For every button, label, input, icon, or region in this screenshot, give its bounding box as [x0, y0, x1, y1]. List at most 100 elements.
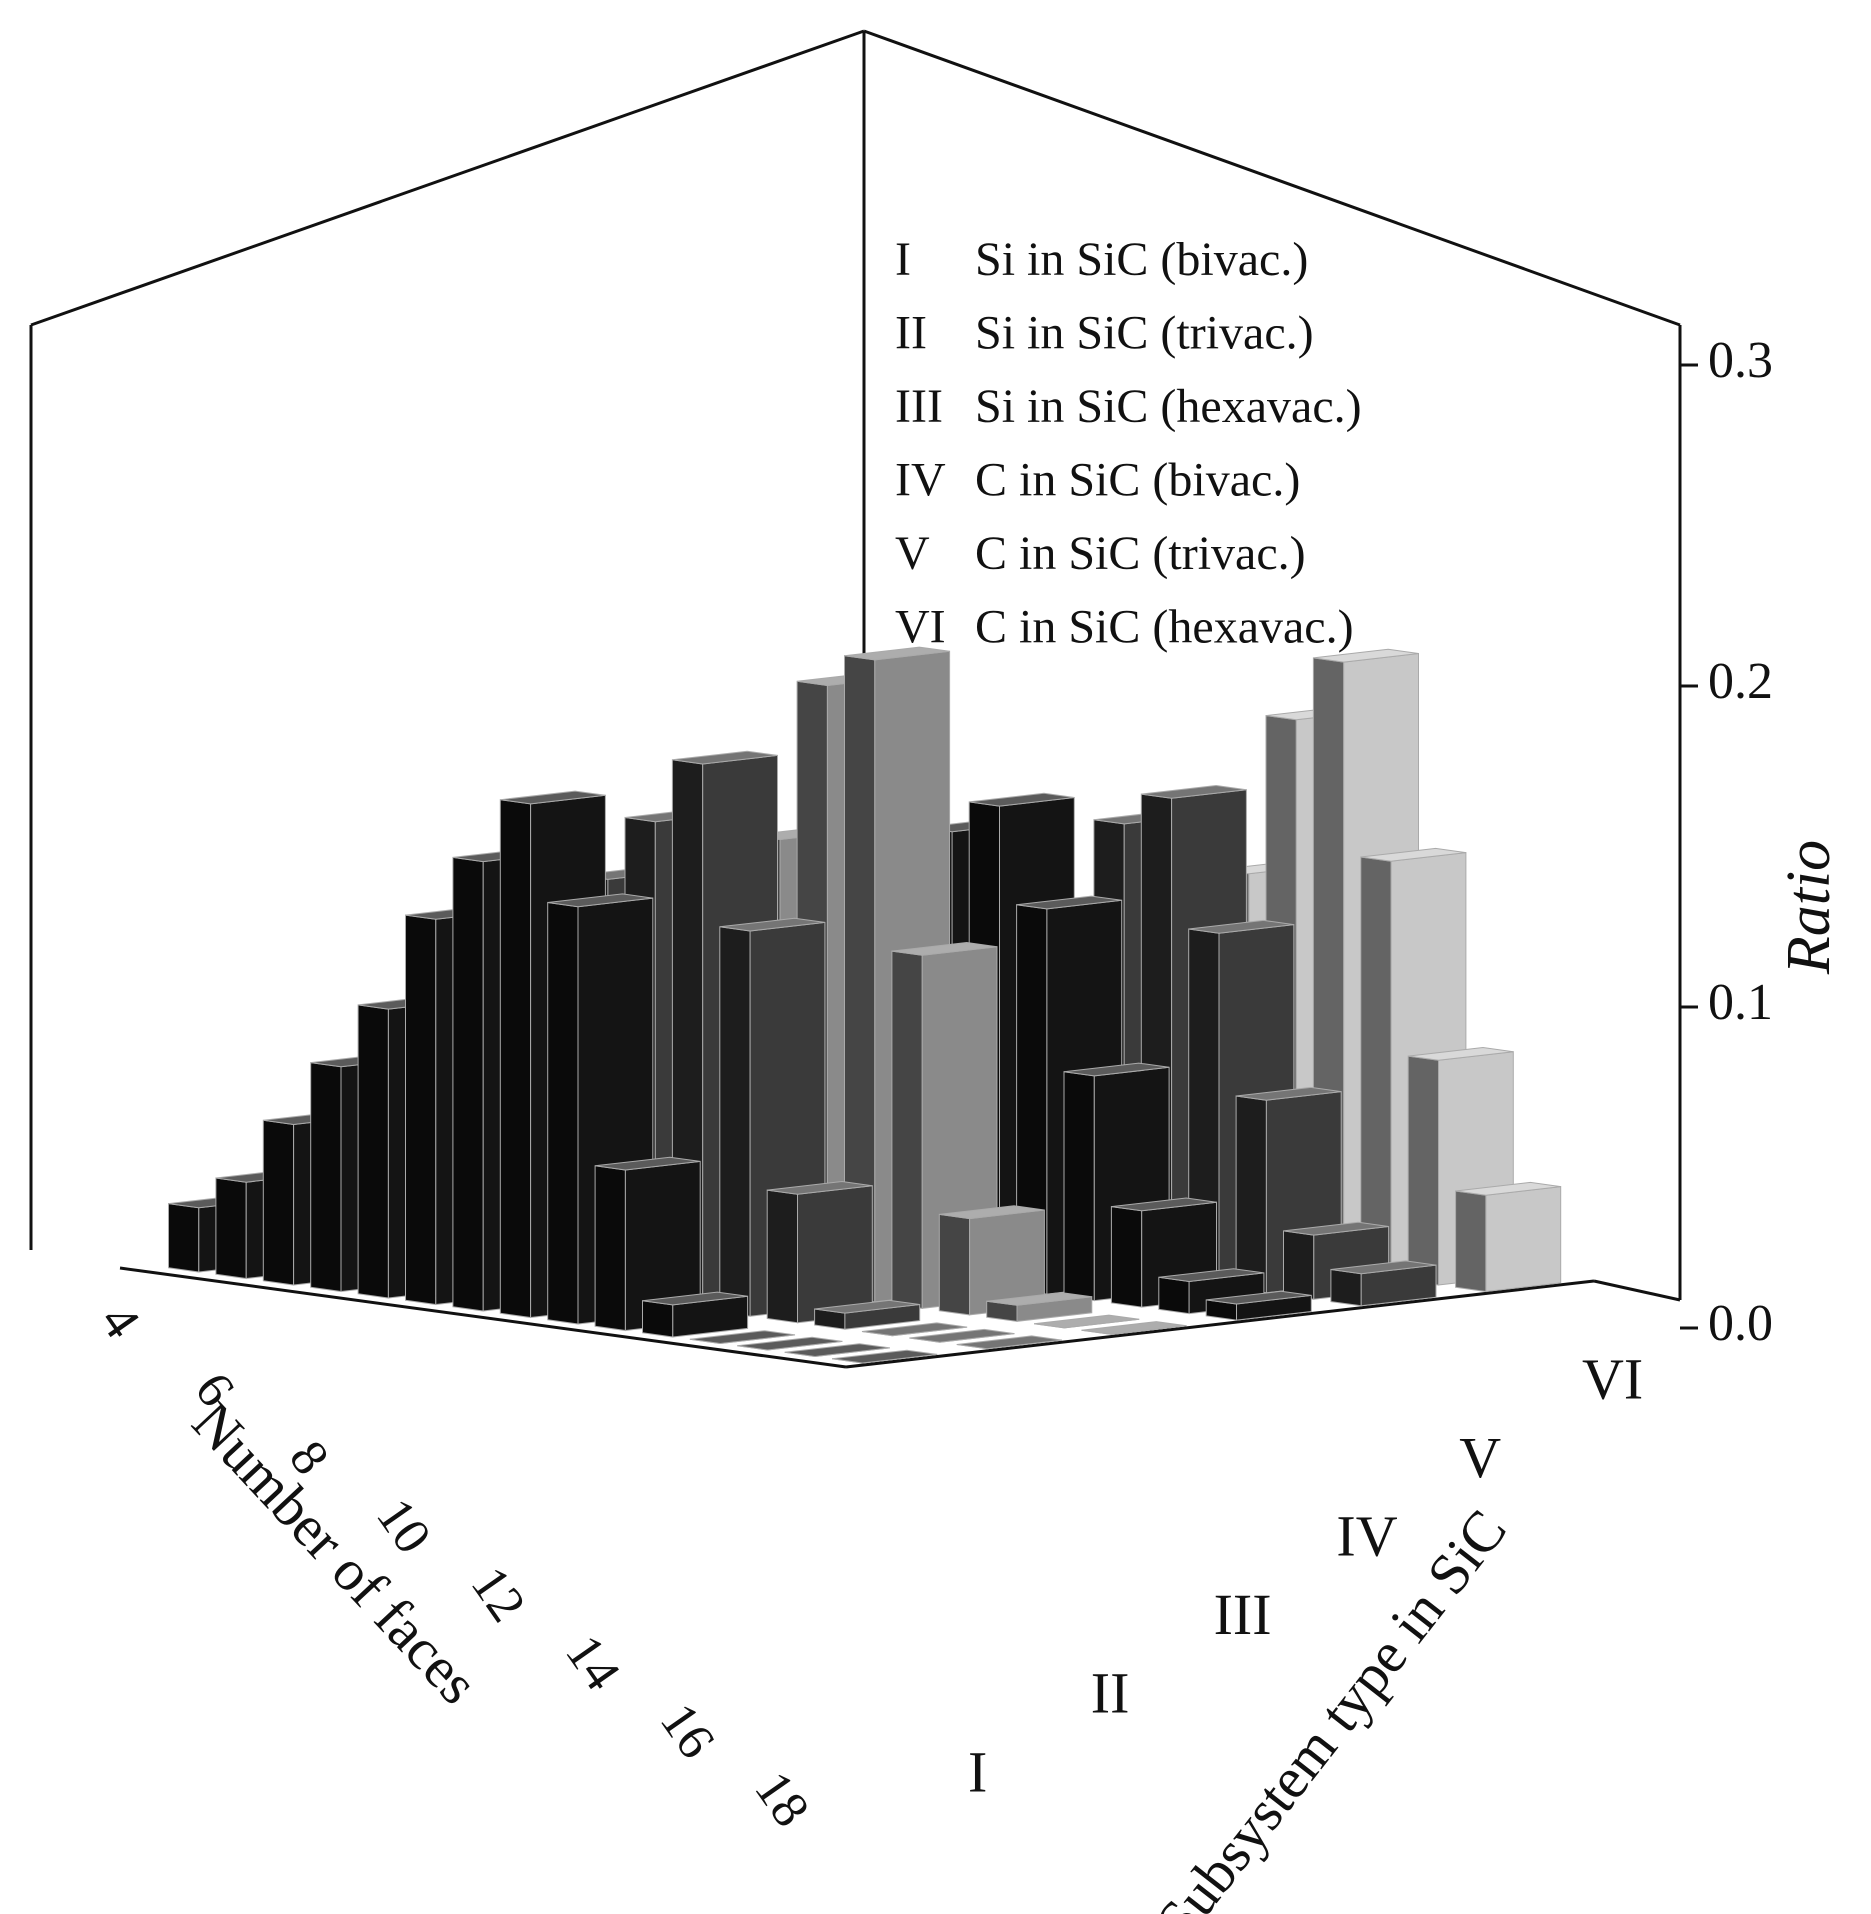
z-tick-label: 0.1 [1708, 974, 1773, 1031]
bar [938, 1205, 1045, 1316]
bar-top [547, 893, 653, 908]
bar-top [500, 790, 606, 805]
y-axis-title: Subsystem type in SiC [1143, 1498, 1519, 1914]
bar-side [405, 914, 437, 1306]
bar-top [1330, 1260, 1437, 1275]
x-tick-label: 18 [743, 1762, 820, 1837]
bar [861, 1322, 968, 1337]
bar-side [357, 1004, 389, 1299]
bar [784, 1343, 890, 1358]
floor-edge [1593, 1279, 1681, 1302]
bar-top [1455, 1181, 1561, 1196]
bar [1081, 1321, 1187, 1335]
bar-side [1360, 856, 1392, 1280]
bar [1205, 1290, 1312, 1321]
bar-top [956, 1335, 1062, 1350]
bar-top [1408, 1046, 1514, 1061]
bar-side [1110, 1206, 1143, 1308]
legend-key: II [895, 307, 927, 360]
bar-side [1063, 1071, 1095, 1302]
bar-side [1235, 1095, 1267, 1294]
bar-top [1188, 919, 1294, 934]
bar [832, 1349, 938, 1364]
left-top-edge [30, 29, 865, 327]
bar [594, 1156, 701, 1332]
legend-key: IV [895, 454, 946, 507]
bar-top [1283, 1221, 1389, 1236]
legend-label: Si in SiC (hexavac.) [975, 380, 1362, 433]
bar-top [595, 1156, 701, 1171]
bar-top [1081, 1321, 1187, 1335]
legend-label: Si in SiC (trivac.) [975, 307, 1314, 360]
bar-top [832, 1349, 938, 1364]
bar-top [672, 750, 778, 765]
legend-key: VI [895, 601, 946, 654]
bar [909, 1328, 1015, 1343]
bar-side [262, 1119, 295, 1286]
z-axis-title: Ratio [1775, 840, 1843, 975]
bar-side [719, 926, 751, 1317]
series-tick-label: II [1091, 1661, 1130, 1726]
bar-front [797, 1185, 873, 1324]
x-axis-title: Number of faces [180, 1389, 491, 1716]
z-tick-label: 0.0 [1708, 1295, 1773, 1352]
bar-side [547, 901, 579, 1325]
bar-top [909, 1328, 1015, 1343]
bar [1034, 1314, 1140, 1329]
bar-top [1206, 1290, 1312, 1305]
x-tick-label: 16 [649, 1693, 726, 1768]
bar-top [689, 1330, 796, 1345]
bar-top [861, 1322, 968, 1337]
z-tick-label: 0.2 [1708, 653, 1773, 710]
series-tick-label: VI [1582, 1346, 1643, 1411]
z-tick-label: 0.3 [1708, 332, 1773, 389]
bar-side [938, 1213, 971, 1316]
legend-key: V [895, 527, 930, 580]
bar-top [1313, 648, 1419, 663]
bar-side [766, 1189, 798, 1324]
bar-side [310, 1062, 342, 1293]
bar-side [642, 1300, 674, 1338]
bar-side [594, 1165, 626, 1332]
series-tick-label: IV [1336, 1504, 1397, 1569]
x-axis [119, 1266, 847, 1369]
bar-top [642, 1291, 748, 1306]
bar-side [452, 856, 484, 1312]
bar-top [1158, 1268, 1264, 1283]
bar-top [986, 1292, 1092, 1306]
bar [642, 1291, 749, 1338]
bar-top [719, 917, 825, 932]
x-tick-label: 14 [554, 1625, 631, 1700]
bar-top [939, 1205, 1045, 1220]
bar [689, 1330, 796, 1345]
bar [986, 1292, 1093, 1322]
bar-top [969, 792, 1075, 807]
bar-side [215, 1177, 247, 1280]
x-tick-label: 4 [89, 1294, 151, 1348]
series-axis [845, 1279, 1595, 1369]
bar-top [1360, 847, 1466, 862]
bar-side [1455, 1190, 1487, 1293]
bar-top [1111, 1197, 1217, 1212]
bar-side [1283, 1230, 1315, 1300]
bar-side [1407, 1055, 1439, 1286]
frame [29, 29, 1682, 1369]
bar [766, 1180, 873, 1324]
bar-top [891, 941, 998, 956]
legend-label: C in SiC (trivac.) [975, 527, 1306, 580]
bar-top [1236, 1086, 1342, 1101]
series-tick-label: III [1214, 1582, 1272, 1647]
legend: I Si in SiC (bivac.) II Si in SiC (trivac.)… [895, 233, 1362, 654]
bar-top [1016, 895, 1122, 910]
bar [814, 1299, 921, 1330]
bar [1455, 1181, 1562, 1293]
legend-label: C in SiC (hexavac.) [975, 601, 1354, 654]
bar-top [1063, 1062, 1170, 1077]
bar-side [1330, 1268, 1362, 1307]
bar-top [844, 646, 950, 661]
bar-side [499, 799, 532, 1319]
bars [168, 646, 1562, 1364]
series-tick-label: I [968, 1739, 987, 1804]
right-top-edge [863, 29, 1681, 327]
